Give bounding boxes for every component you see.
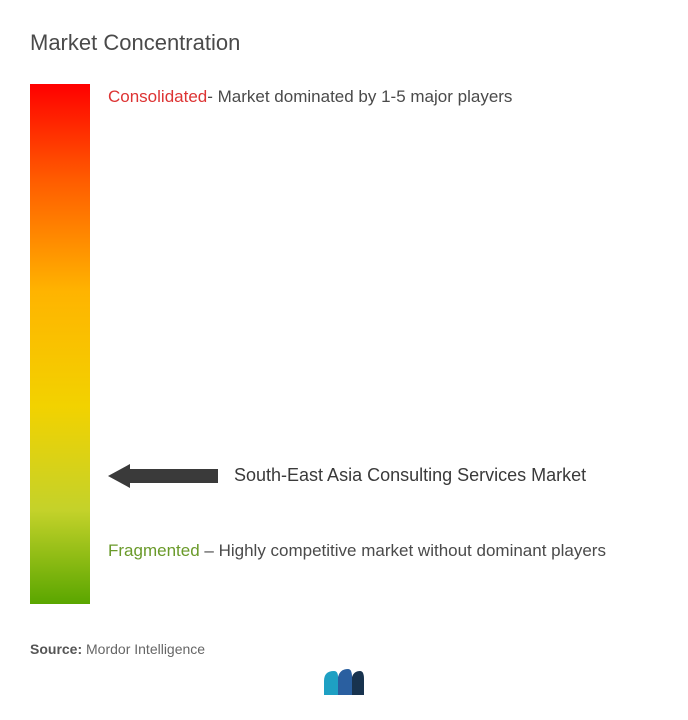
fragmented-rest: – Highly competitive market without domi… bbox=[200, 541, 606, 560]
arrow-left-icon bbox=[108, 467, 220, 485]
consolidated-label: Consolidated- Market dominated by 1-5 ma… bbox=[108, 85, 648, 109]
fragmented-label: Fragmented – Highly competitive market w… bbox=[108, 539, 648, 564]
labels-area: Consolidated- Market dominated by 1-5 ma… bbox=[108, 84, 658, 604]
source-value: Mordor Intelligence bbox=[86, 641, 205, 657]
consolidated-rest: - Market dominated by 1-5 major players bbox=[207, 87, 512, 106]
content-area: Consolidated- Market dominated by 1-5 ma… bbox=[30, 84, 658, 604]
source-line: Source: Mordor Intelligence bbox=[30, 641, 205, 657]
consolidated-highlight: Consolidated bbox=[108, 87, 207, 106]
concentration-gradient-bar bbox=[30, 84, 90, 604]
brand-logo-icon bbox=[322, 667, 366, 702]
source-label: Source: bbox=[30, 641, 82, 657]
market-label: South-East Asia Consulting Services Mark… bbox=[234, 465, 586, 486]
page-title: Market Concentration bbox=[30, 30, 658, 56]
fragmented-highlight: Fragmented bbox=[108, 541, 200, 560]
market-marker: South-East Asia Consulting Services Mark… bbox=[108, 465, 586, 486]
